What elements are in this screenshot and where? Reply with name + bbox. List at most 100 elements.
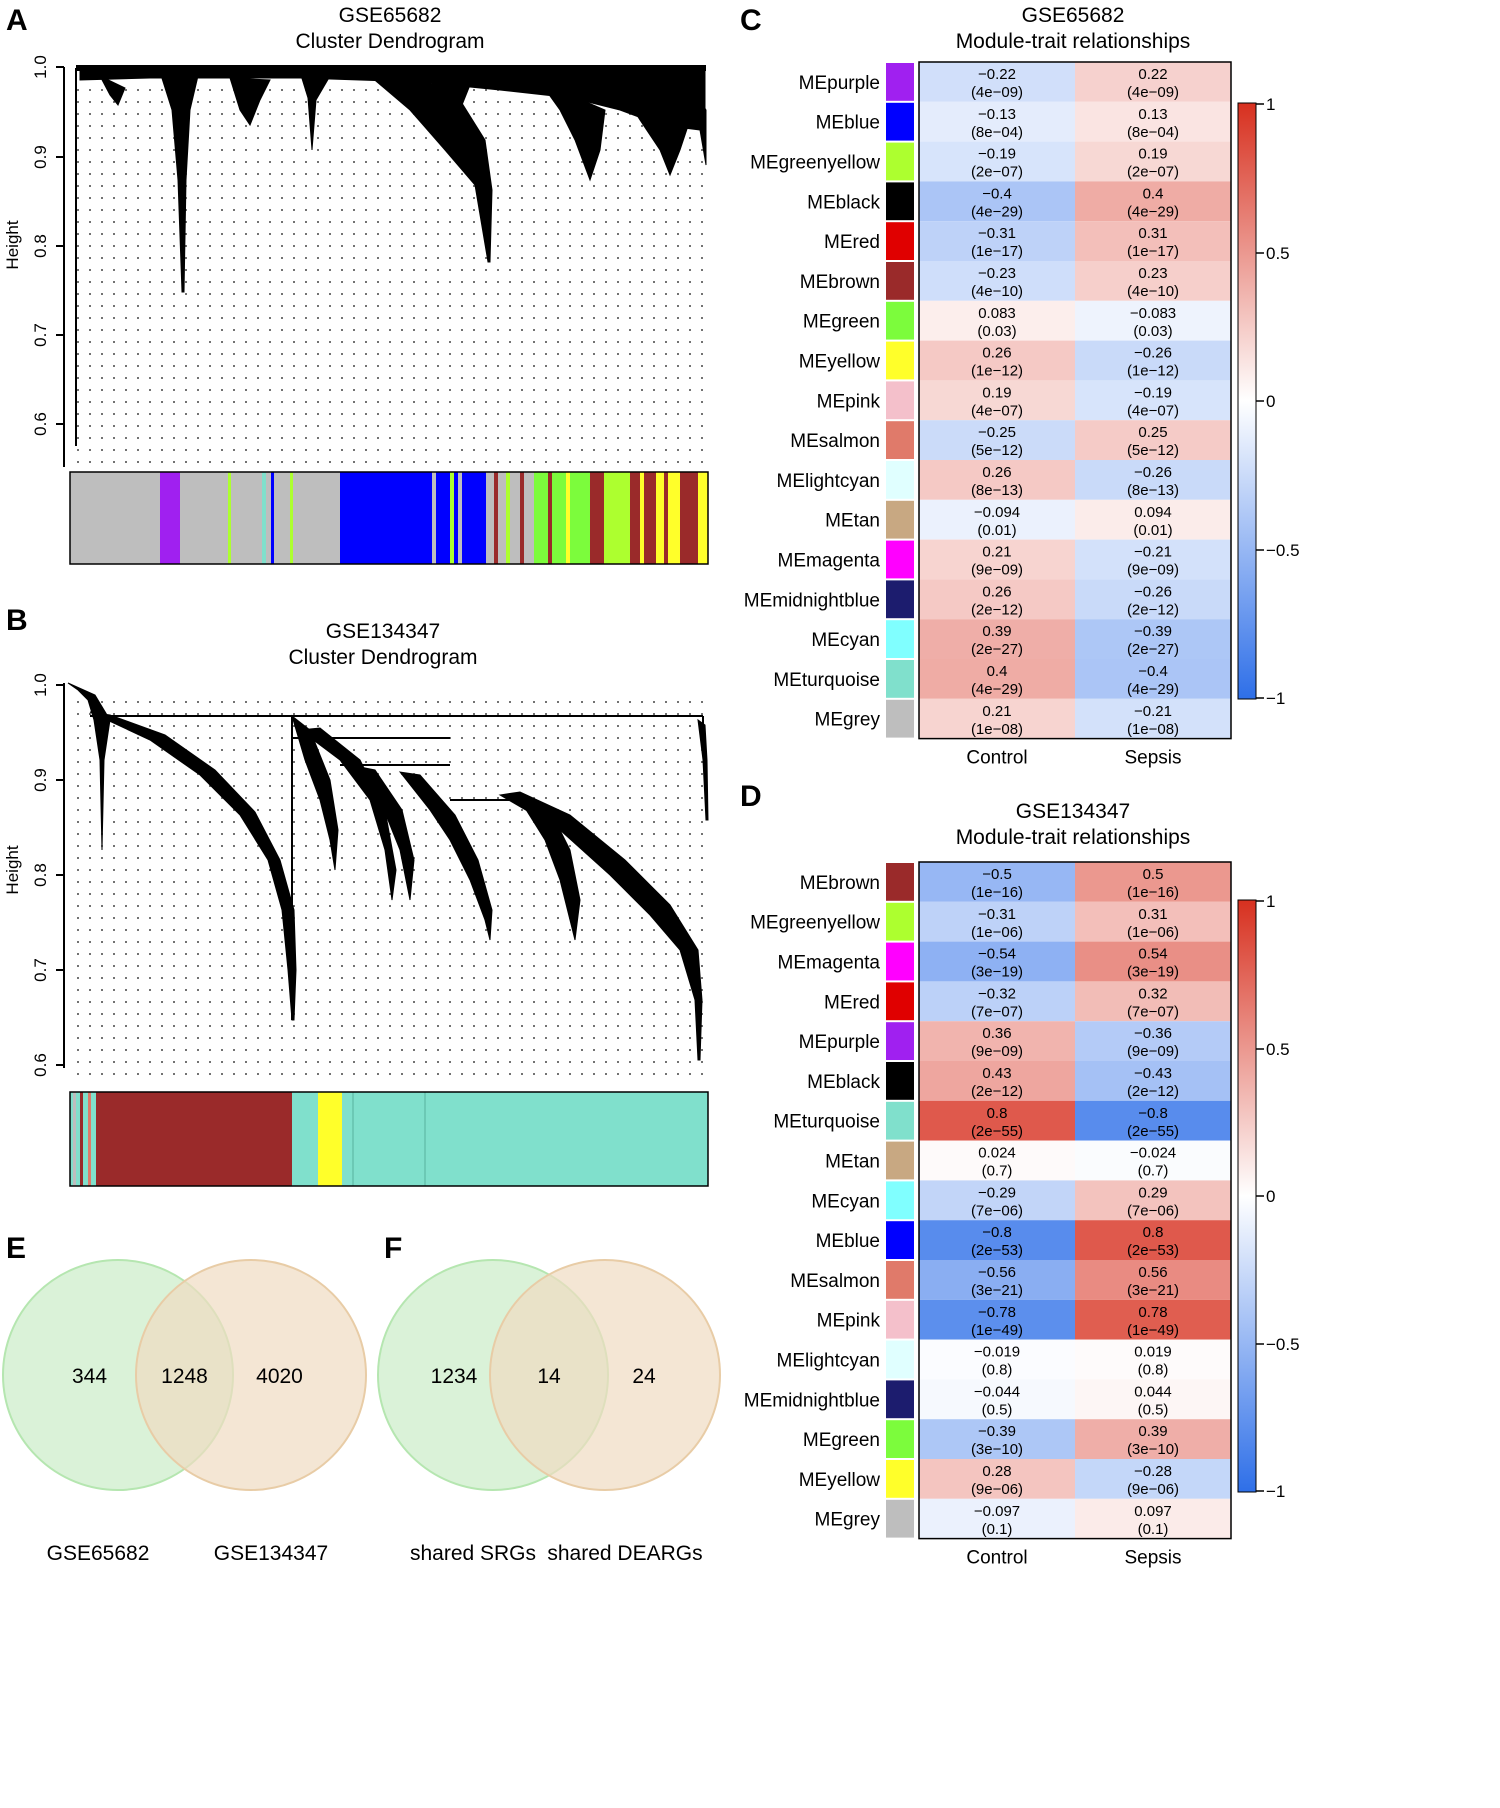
cell-pvalue-control: (7e−06) [971, 1202, 1023, 1219]
module-label: MEpurple [799, 1032, 880, 1053]
cell-pvalue-sepsis: (0.03) [1133, 323, 1172, 340]
cell-value-control: −0.39 [978, 1423, 1016, 1440]
cell-value-sepsis: 0.044 [1134, 1383, 1172, 1400]
venn-count-intersection: 14 [537, 1365, 561, 1388]
module-label: MEbrown [800, 873, 880, 894]
cell-pvalue-sepsis: (0.8) [1138, 1362, 1169, 1379]
module-color-swatch [886, 301, 914, 340]
cell-pvalue-sepsis: (4e−09) [1127, 84, 1179, 101]
cell-pvalue-sepsis: (2e−27) [1127, 641, 1179, 658]
heatmap-cell-sepsis [1075, 1220, 1231, 1260]
cell-value-control: 0.083 [978, 305, 1016, 322]
venn-set-label-right: shared DEARGs [547, 1542, 702, 1565]
heatmap-cell-control [919, 619, 1075, 659]
heatmap-cell-sepsis [1075, 62, 1231, 102]
panel-d-scale-ticks: 1 0.5 0 −0.5 −1 [1256, 892, 1300, 1501]
cell-value-sepsis: 0.56 [1138, 1264, 1167, 1281]
cell-pvalue-sepsis: (4e−10) [1127, 283, 1179, 300]
module-label: MElightcyan [777, 1351, 881, 1372]
cell-value-sepsis: 0.5 [1143, 866, 1164, 883]
panel-b-module-color-bar [69, 1091, 709, 1187]
cell-value-sepsis: 0.23 [1138, 265, 1167, 282]
cell-pvalue-control: (3e−19) [971, 964, 1023, 981]
module-color-swatch [886, 1460, 914, 1498]
cell-pvalue-sepsis: (8e−13) [1127, 482, 1179, 499]
cell-pvalue-sepsis: (0.7) [1138, 1163, 1169, 1180]
cell-pvalue-control: (4e−07) [971, 402, 1023, 419]
cell-pvalue-control: (9e−09) [971, 1043, 1023, 1060]
cell-value-sepsis: 0.31 [1138, 906, 1167, 923]
panel-a-module-color-bar [69, 471, 709, 565]
cell-value-control: −0.044 [974, 1383, 1020, 1400]
module-label: MEgreenyellow [750, 913, 880, 934]
cell-pvalue-sepsis: (9e−06) [1127, 1481, 1179, 1498]
module-color-swatch [886, 942, 914, 981]
module-color-swatch [886, 381, 914, 420]
heatmap-cell-sepsis [1075, 941, 1231, 982]
heatmap-cell-control [919, 181, 1075, 222]
heatmap-cell-control [919, 1339, 1075, 1380]
panel-c-heatmap: MEpurple −0.22(4e−09)0.22(4e−09)MEblue −0.… [744, 61, 1232, 769]
panel-a-tick-label-0.9: 0.9 [31, 145, 50, 169]
cell-value-control: −0.31 [978, 225, 1016, 242]
cell-pvalue-sepsis: (3e−21) [1127, 1282, 1179, 1299]
panel-letter-c: C [740, 4, 762, 37]
heatmap-cell-sepsis [1075, 101, 1231, 142]
panel-b-y-ticks: 1.0 0.9 0.8 0.7 0.6 [31, 673, 64, 1077]
heatmap-cell-control [919, 141, 1075, 182]
cell-pvalue-control: (0.01) [977, 522, 1016, 539]
panel-c-title-line1: GSE65682 [1022, 4, 1125, 27]
cell-pvalue-control: (7e−07) [971, 1003, 1023, 1020]
heatmap-cell-sepsis [1075, 460, 1231, 500]
cell-value-sepsis: 0.094 [1134, 504, 1172, 521]
panel-a-ylabel: Height [3, 220, 22, 269]
module-color-swatch [886, 1022, 914, 1060]
cell-value-control: −0.097 [974, 1503, 1020, 1520]
cell-pvalue-control: (0.5) [982, 1401, 1013, 1418]
cell-value-sepsis: −0.8 [1138, 1105, 1168, 1122]
cell-value-sepsis: 0.29 [1138, 1184, 1167, 1201]
cell-pvalue-sepsis: (0.1) [1138, 1521, 1169, 1538]
cell-pvalue-control: (3e−21) [971, 1282, 1023, 1299]
module-label: MEred [824, 232, 880, 253]
heatmap-cell-sepsis [1075, 300, 1231, 341]
cell-pvalue-control: (1e−16) [971, 884, 1023, 901]
module-label: MElightcyan [777, 471, 881, 492]
column-label-sepsis: Sepsis [1124, 748, 1181, 769]
cell-value-sepsis: 0.25 [1138, 424, 1167, 441]
panel-b-ylabel: Height [3, 845, 22, 894]
cell-pvalue-control: (2e−12) [971, 1083, 1023, 1100]
cell-pvalue-sepsis: (7e−07) [1127, 1003, 1179, 1020]
module-color-swatch [886, 1499, 914, 1538]
cell-pvalue-control: (4e−29) [971, 203, 1023, 220]
module-label: MEblack [807, 192, 880, 213]
cell-pvalue-control: (9e−09) [971, 562, 1023, 579]
cell-value-control: −0.5 [982, 866, 1012, 883]
module-label: MEblack [807, 1072, 880, 1093]
heatmap-cell-control [919, 579, 1075, 620]
venn-set-label-left: GSE65682 [47, 1542, 150, 1565]
cell-pvalue-sepsis: (2e−07) [1127, 164, 1179, 181]
cell-pvalue-control: (4e−09) [971, 84, 1023, 101]
module-label: MEsalmon [790, 1271, 880, 1292]
panel-e-venn: 344 1248 4020 GSE65682 GSE134347 [2, 1259, 367, 1565]
cell-value-sepsis: −0.024 [1130, 1145, 1176, 1162]
module-color-swatch [886, 580, 914, 619]
module-color-swatch [886, 982, 914, 1021]
module-color-swatch [886, 863, 914, 901]
cell-value-sepsis: 0.019 [1134, 1344, 1172, 1361]
panel-letter-d: D [740, 780, 762, 813]
cell-value-control: −0.13 [978, 106, 1016, 123]
panel-b-title-line2: Cluster Dendrogram [288, 646, 477, 669]
panel-letter-a: A [6, 4, 28, 37]
heatmap-cell-control [919, 1061, 1075, 1101]
heatmap-cell-sepsis [1075, 1419, 1231, 1459]
module-label: MEgreen [803, 1430, 880, 1451]
cell-value-control: 0.8 [987, 1105, 1008, 1122]
cell-value-sepsis: −0.36 [1134, 1025, 1172, 1042]
cell-pvalue-sepsis: (0.5) [1138, 1401, 1169, 1418]
cell-value-control: −0.8 [982, 1224, 1012, 1241]
panel-c-title-line2: Module-trait relationships [956, 30, 1191, 53]
cell-pvalue-sepsis: (1e−17) [1127, 243, 1179, 260]
module-label: MEgrey [815, 1510, 881, 1531]
